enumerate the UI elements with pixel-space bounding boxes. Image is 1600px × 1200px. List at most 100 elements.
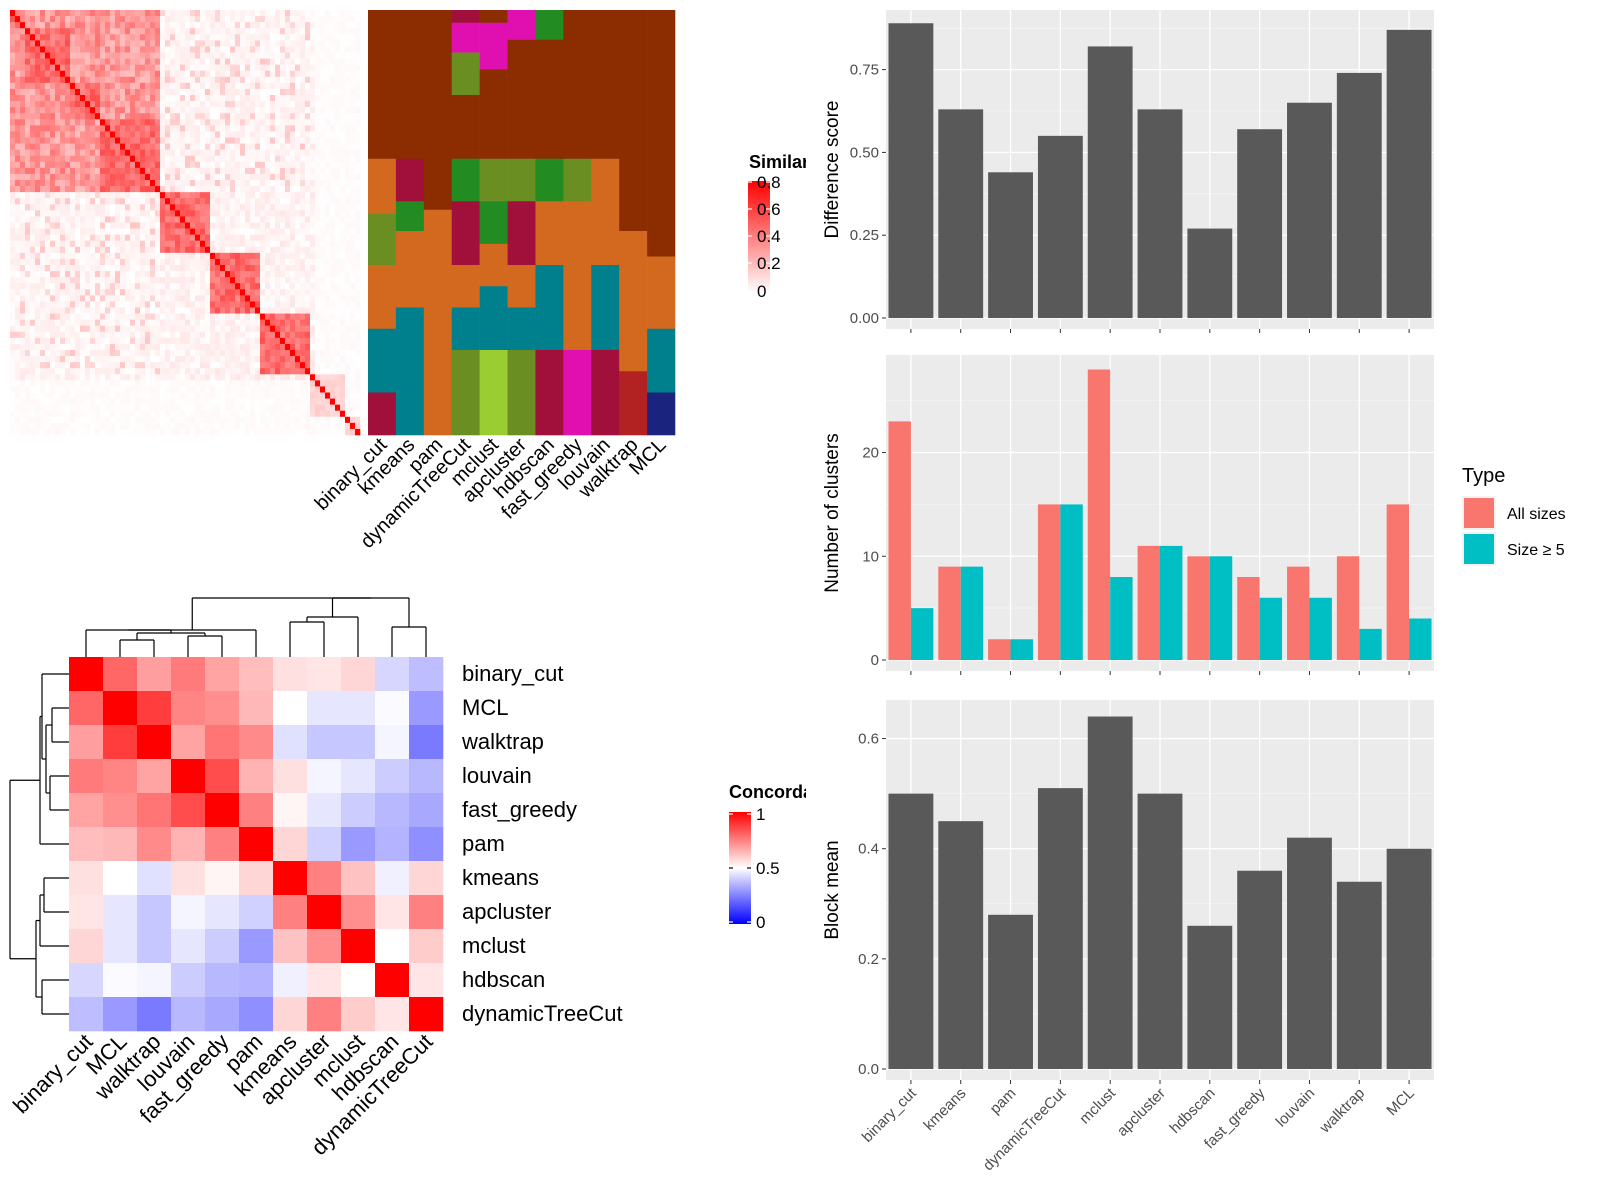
similarity-cell <box>310 58 316 65</box>
similarity-cell <box>40 362 46 369</box>
similarity-cell <box>105 307 111 314</box>
similarity-cell <box>35 107 41 114</box>
similarity-cell <box>220 325 226 333</box>
similarity-cell <box>330 107 336 114</box>
similarity-cell <box>285 228 291 235</box>
similarity-cell <box>310 167 316 175</box>
similarity-cell <box>285 125 291 132</box>
similarity-cell <box>210 410 216 418</box>
membership-segment <box>395 201 425 232</box>
similarity-cell <box>20 16 26 23</box>
similarity-cell <box>55 82 61 90</box>
similarity-cell <box>65 416 71 424</box>
similarity-cell <box>355 331 361 339</box>
similarity-cell <box>130 82 136 90</box>
similarity-cell <box>215 125 221 132</box>
similarity-cell <box>335 265 341 272</box>
similarity-cell <box>200 180 206 187</box>
similarity-cell <box>295 10 301 17</box>
similarity-cell <box>290 113 296 120</box>
similarity-cell <box>120 186 126 193</box>
similarity-cell <box>215 76 221 84</box>
similarity-cell <box>335 204 341 211</box>
similarity-cell <box>215 34 221 41</box>
similarity-cell <box>15 234 21 242</box>
similarity-cell <box>205 70 211 78</box>
similarity-cell <box>165 307 171 314</box>
similarity-cell <box>305 34 311 41</box>
similarity-cell <box>60 368 66 375</box>
similarity-cell <box>120 283 126 290</box>
similarity-cell <box>275 252 281 260</box>
similarity-cell <box>60 143 66 150</box>
similarity-cell <box>265 70 271 78</box>
similarity-cell <box>325 289 331 296</box>
similarity-cell <box>200 155 206 163</box>
similarity-cell <box>300 16 306 23</box>
similarity-cell <box>325 258 331 266</box>
similarity-cell <box>105 10 111 17</box>
similarity-cell <box>290 386 296 393</box>
similarity-cell <box>180 307 186 314</box>
similarity-cell <box>270 28 276 35</box>
similarity-cell <box>215 64 221 72</box>
similarity-cell <box>10 343 16 351</box>
similarity-cell <box>70 307 76 314</box>
similarity-cell <box>190 258 196 266</box>
similarity-cell <box>210 356 216 363</box>
similarity-cell <box>290 222 296 229</box>
similarity-cell <box>265 198 271 205</box>
similarity-cell <box>25 40 31 47</box>
similarity-cell <box>305 416 311 424</box>
similarity-cell <box>165 192 171 199</box>
similarity-cell <box>225 101 231 108</box>
similarity-cell <box>240 374 246 381</box>
similarity-cell <box>355 404 361 412</box>
similarity-cell <box>205 198 211 205</box>
similarity-cell <box>15 82 21 90</box>
similarity-cell <box>90 222 96 229</box>
similarity-cell <box>240 101 246 108</box>
similarity-cell <box>330 161 336 169</box>
similarity-cell <box>285 40 291 47</box>
similarity-cell <box>290 416 296 424</box>
similarity-cell <box>220 186 226 193</box>
similarity-cell <box>310 76 316 84</box>
similarity-cell <box>90 198 96 205</box>
similarity-cell <box>325 331 331 339</box>
similarity-cell <box>180 368 186 375</box>
similarity-cell <box>210 362 216 369</box>
similarity-cell <box>280 422 286 430</box>
similarity-cell <box>280 82 286 90</box>
similarity-cell <box>120 337 126 345</box>
similarity-cell <box>200 16 206 23</box>
similarity-cell <box>50 283 56 290</box>
similarity-cell <box>200 277 206 284</box>
similarity-cell <box>20 246 26 254</box>
similarity-cell <box>65 192 71 199</box>
similarity-cell <box>205 34 211 41</box>
similarity-cell <box>80 222 86 229</box>
similarity-cell <box>220 356 226 363</box>
similarity-cell <box>40 143 46 150</box>
similarity-cell <box>105 155 111 163</box>
similarity-cell <box>335 216 341 223</box>
similarity-cell <box>140 64 146 72</box>
similarity-legend-tick: 0.6 <box>757 200 781 219</box>
similarity-cell <box>130 258 136 266</box>
similarity-cell <box>330 331 336 339</box>
similarity-cell <box>225 271 231 278</box>
similarity-cell <box>170 28 176 35</box>
similarity-cell <box>190 380 196 387</box>
similarity-cell <box>285 28 291 35</box>
similarity-cell <box>280 368 286 375</box>
similarity-cell <box>225 422 231 430</box>
similarity-cell <box>185 234 191 242</box>
similarity-cell <box>70 380 76 387</box>
similarity-cell <box>295 88 301 96</box>
similarity-cell <box>295 34 301 41</box>
similarity-cell <box>340 319 346 327</box>
similarity-cell <box>195 325 201 333</box>
similarity-cell <box>105 119 111 126</box>
similarity-cell <box>195 137 201 144</box>
